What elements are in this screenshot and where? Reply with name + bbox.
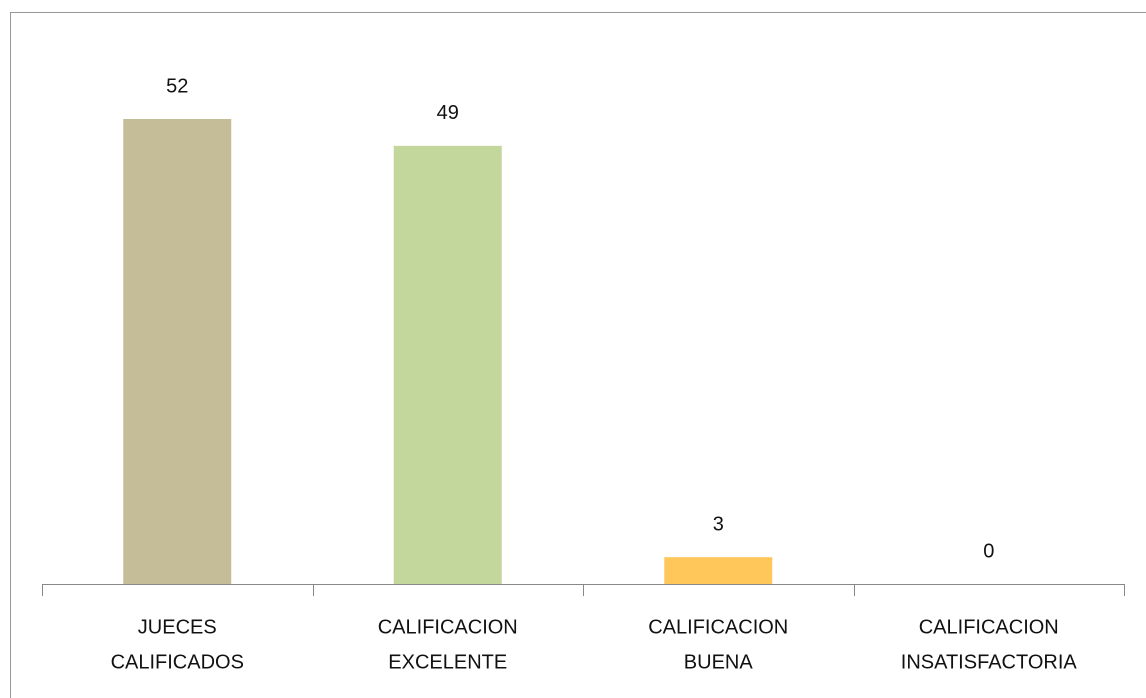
data-label: 3	[713, 513, 724, 535]
x-tick-label: INSATISFACTORIA	[901, 651, 1078, 673]
bar	[664, 557, 773, 584]
x-tick-label: BUENA	[684, 651, 754, 673]
data-label: 49	[437, 102, 459, 124]
x-tick-label: JUECES	[138, 616, 217, 638]
bar	[393, 145, 502, 585]
bar	[123, 119, 232, 584]
data-label: 0	[983, 540, 994, 562]
x-tick-label: CALIFICADOS	[111, 651, 244, 673]
data-label: 52	[166, 75, 188, 97]
x-tick-label: CALIFICACION	[919, 616, 1059, 638]
x-tick-label: CALIFICACION	[648, 616, 788, 638]
x-tick-label: EXCELENTE	[388, 651, 507, 673]
x-tick-label: CALIFICACION	[378, 616, 518, 638]
